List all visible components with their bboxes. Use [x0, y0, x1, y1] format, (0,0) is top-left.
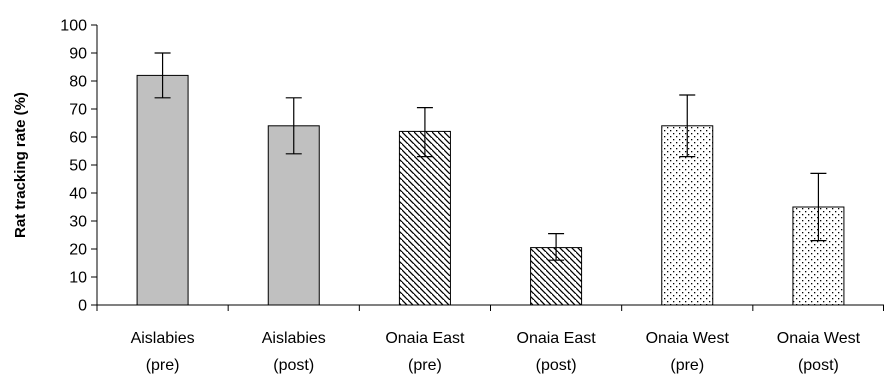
- x-tick-label-line2: (pre): [408, 357, 442, 374]
- x-tick-label-line2: (pre): [146, 357, 180, 374]
- x-tick-label-line1: Aislabies: [131, 330, 195, 347]
- y-tick-label: 90: [69, 46, 87, 63]
- y-tick-label: 50: [69, 158, 87, 175]
- bar: [267, 125, 320, 306]
- y-tick-label: 30: [69, 214, 87, 231]
- bar: [398, 130, 451, 306]
- x-tick-label-line1: Onaia East: [385, 330, 465, 347]
- y-tick-label: 80: [69, 74, 87, 91]
- y-tick-label: 40: [69, 186, 87, 203]
- x-tick-label-line1: Aislabies: [262, 330, 326, 347]
- x-tick-label-line1: Onaia West: [777, 330, 861, 347]
- y-tick-label: 100: [60, 18, 87, 35]
- y-axis-label: Rat tracking rate (%): [12, 92, 29, 238]
- x-tick-label-line1: Onaia East: [517, 330, 597, 347]
- y-tick-label: 10: [69, 270, 87, 287]
- x-tick-label-line2: (post): [536, 357, 577, 374]
- y-tick-label: 0: [78, 298, 87, 315]
- bar: [136, 74, 189, 306]
- y-tick-label: 70: [69, 102, 87, 119]
- x-tick-label-line1: Onaia West: [646, 330, 730, 347]
- y-tick-label: 20: [69, 242, 87, 259]
- x-tick-label-line2: (post): [798, 357, 839, 374]
- x-tick-label-line2: (post): [273, 357, 314, 374]
- y-tick-label: 60: [69, 130, 87, 147]
- x-tick-label-line2: (pre): [670, 357, 704, 374]
